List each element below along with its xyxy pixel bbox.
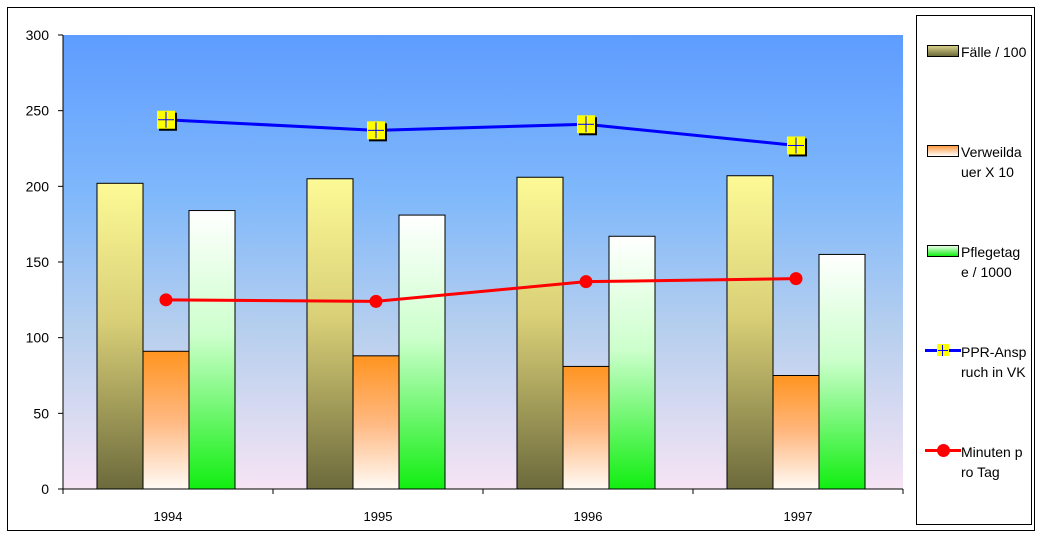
legend-label: Verweildauer X 10 — [961, 144, 1022, 180]
legend-line-square-plus-icon — [925, 344, 961, 358]
bar — [96, 182, 144, 490]
line-series — [165, 277, 797, 303]
bar — [516, 176, 564, 490]
legend-swatch-bar-icon — [925, 244, 961, 258]
bar — [352, 355, 400, 490]
bar — [562, 365, 610, 490]
legend-item-faelle: Fälle / 100 — [925, 42, 1033, 62]
legend-label: Fälle / 100 — [961, 44, 1027, 60]
y-tick-label: 300 — [26, 27, 50, 43]
plot-area: 0 50 100 150 200 250 300 1994 1995 1996 1997 — [26, 27, 904, 524]
y-tick-label: 150 — [26, 254, 50, 270]
circle-marker-icon — [579, 275, 593, 289]
y-tick-label: 250 — [26, 103, 50, 119]
legend-item-pflegetage: Pflegetage / 1000 — [925, 242, 1033, 282]
legend-item-verweildauer: Verweildauer X 10 — [925, 142, 1033, 182]
bar — [142, 350, 190, 490]
x-tick-label: 1997 — [784, 509, 813, 524]
x-tick-label: 1996 — [574, 509, 603, 524]
bar — [188, 210, 236, 490]
legend: Fälle / 100 Verweildauer X 10 Pflegetage… — [916, 15, 1032, 525]
legend-item-minuten: Minuten pro Tag — [925, 442, 1033, 482]
y-tick-label: 100 — [26, 330, 50, 346]
legend-swatch-bar-icon — [925, 44, 961, 58]
circle-marker-icon — [159, 293, 173, 307]
bar — [306, 178, 354, 490]
line-series — [165, 118, 797, 147]
x-tick-label: 1995 — [364, 509, 393, 524]
bar — [818, 253, 866, 490]
legend-label: Pflegetage / 1000 — [961, 244, 1021, 280]
legend-label: Minuten pro Tag — [961, 444, 1023, 480]
legend-line-circle-icon — [925, 444, 961, 458]
bar — [726, 175, 774, 490]
bar — [398, 214, 446, 490]
legend-swatch-bar-icon — [925, 144, 961, 158]
legend-label: PPR-Anspruch in VK — [961, 344, 1027, 380]
bar — [772, 375, 820, 490]
legend-item-ppr: PPR-Anspruch in VK — [925, 342, 1033, 382]
circle-marker-icon — [789, 272, 803, 286]
bar — [608, 235, 656, 490]
y-tick-label: 0 — [41, 481, 49, 497]
x-tick-label: 1994 — [154, 509, 183, 524]
y-tick-label: 50 — [33, 405, 49, 421]
circle-marker-icon — [369, 294, 383, 308]
y-tick-label: 200 — [26, 178, 50, 194]
